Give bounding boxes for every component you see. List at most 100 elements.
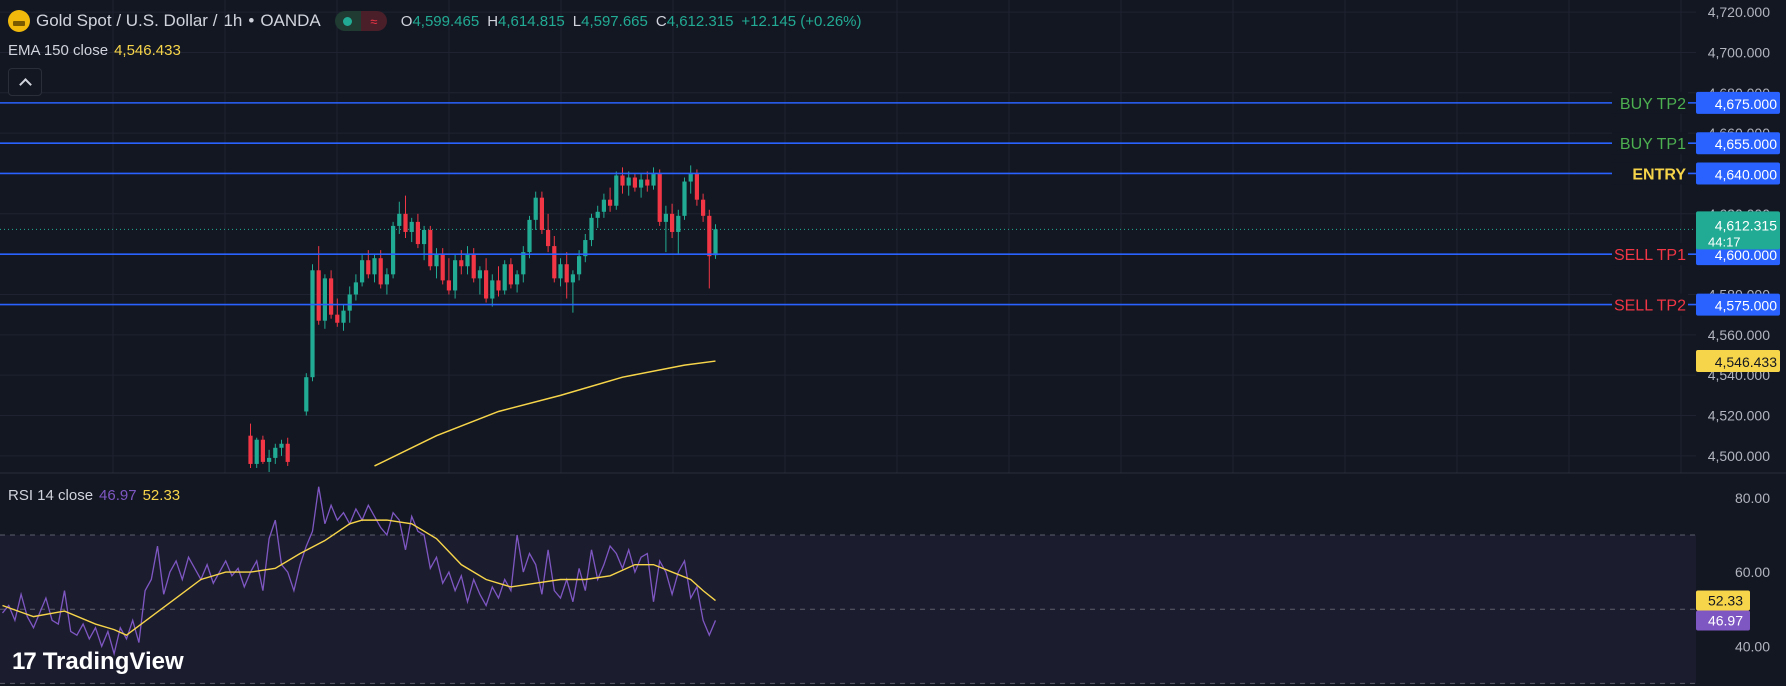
candle-body [459, 260, 464, 267]
tradingview-wordmark: TradingView [42, 648, 184, 675]
candle-body [279, 443, 284, 448]
last-price-badge [1696, 211, 1780, 250]
candle-body [552, 246, 557, 279]
candle-body [366, 260, 371, 275]
candle-body [521, 252, 526, 275]
candle-body [670, 213, 675, 232]
symbol-header: Gold Spot / U.S. Dollar / 1h • OANDA ≈ O… [8, 9, 862, 33]
rsi-value-badge [1696, 610, 1750, 631]
broker-label: OANDA [260, 11, 321, 30]
market-open-icon[interactable] [334, 11, 361, 31]
level-price-label: 4,655.000 [1715, 136, 1777, 152]
gold-symbol-icon [8, 10, 30, 32]
price-axis-tick: 4,500.000 [1708, 448, 1770, 464]
close-value: 4,612.315 [666, 12, 734, 30]
level-price-badge [1696, 162, 1780, 185]
level-price-badge [1696, 91, 1780, 114]
price-axis-tick: 4,520.000 [1708, 408, 1770, 424]
separator-dot: • [248, 11, 255, 30]
candle-body [415, 221, 420, 245]
level-price-label: 4,640.000 [1715, 166, 1777, 182]
candle-body [446, 280, 451, 291]
collapse-legend-button[interactable] [8, 68, 42, 96]
interval-label[interactable]: 1h [223, 11, 243, 30]
candle-body [273, 447, 278, 458]
candle-body [676, 215, 681, 232]
candle-body [391, 225, 396, 275]
candle-body [322, 278, 327, 321]
close-label: C [655, 12, 667, 30]
candle-body [372, 258, 377, 275]
candle-body [626, 177, 631, 186]
candle-body [663, 213, 668, 222]
candle-body [682, 181, 687, 216]
rsi-axis-tick: 60.00 [1735, 564, 1770, 580]
candle-body [614, 175, 619, 206]
ohlc-values: O4,599.465 H4,614.815 L4,597.665 C4,612.… [401, 13, 862, 30]
candle-body [589, 217, 594, 241]
candle-body [254, 439, 259, 464]
candle-body [502, 264, 507, 291]
candle-body [477, 270, 482, 279]
candle-body [471, 254, 476, 279]
level-name-label[interactable]: BUY TP1 [1620, 136, 1686, 153]
candle-body [490, 280, 495, 299]
level-name-bg [1612, 243, 1688, 266]
rsi-legend[interactable]: RSI 14 close 46.97 52.33 [8, 487, 180, 504]
change-value: +12.145 (+0.26%) [741, 12, 862, 30]
candle-body [453, 260, 458, 291]
candle-body [508, 264, 513, 285]
candle-body [707, 215, 712, 257]
candle-body [713, 229, 718, 256]
ema-150-line [374, 360, 716, 467]
candle-body [496, 280, 501, 291]
price-axis-tick: 4,720.000 [1708, 4, 1770, 20]
candle-body [347, 294, 352, 311]
level-name-label[interactable]: SELL TP2 [1614, 298, 1686, 315]
rsi-ma-value-label: 52.33 [1708, 593, 1743, 609]
ema-value: 4,546.433 [114, 42, 181, 59]
wave-icon[interactable]: ≈ [360, 11, 387, 31]
candle-body [378, 258, 383, 285]
rsi-label: RSI 14 close [8, 487, 94, 504]
level-price-label: 4,675.000 [1715, 96, 1777, 112]
symbol-title[interactable]: Gold Spot / U.S. Dollar / [36, 11, 218, 30]
candle-body [688, 173, 693, 182]
low-value: 4,597.665 [581, 12, 648, 30]
candle-body [515, 274, 520, 285]
candle-body [248, 435, 253, 464]
candle-body [403, 213, 408, 232]
level-name-bg [1612, 162, 1688, 185]
candle-body [583, 240, 588, 257]
level-name-label[interactable]: ENTRY [1632, 166, 1686, 183]
bar-countdown-label: 44:17 [1708, 234, 1741, 249]
level-price-badge [1696, 293, 1780, 316]
rsi-ma-line [2, 519, 716, 636]
candle-body [620, 175, 625, 186]
rsi-ma-value: 52.33 [142, 487, 181, 504]
candle-body [353, 282, 358, 295]
candle-body [601, 199, 606, 212]
market-status-pills: ≈ [334, 11, 387, 31]
candle-body [397, 213, 402, 226]
candle-body [316, 270, 321, 321]
level-name-label[interactable]: BUY TP2 [1620, 96, 1686, 113]
rsi-value-label: 46.97 [1708, 612, 1743, 628]
candle-body [639, 179, 644, 188]
rsi-line [2, 486, 717, 657]
candle-body [595, 211, 600, 218]
ema-price-badge [1696, 350, 1780, 373]
open-value: 4,599.465 [412, 12, 480, 30]
level-name-label[interactable]: SELL TP1 [1614, 247, 1686, 264]
candle-body [701, 199, 706, 216]
ema-legend[interactable]: EMA 150 close 4,546.433 [8, 42, 181, 59]
candle-body [539, 197, 544, 230]
candle-body [329, 278, 334, 315]
open-label: O [400, 12, 413, 30]
tradingview-watermark[interactable]: 17 TradingView [12, 648, 184, 676]
candle-body [527, 219, 532, 253]
candle-body [570, 274, 575, 283]
candle-body [341, 310, 346, 323]
candle-body [422, 229, 427, 245]
